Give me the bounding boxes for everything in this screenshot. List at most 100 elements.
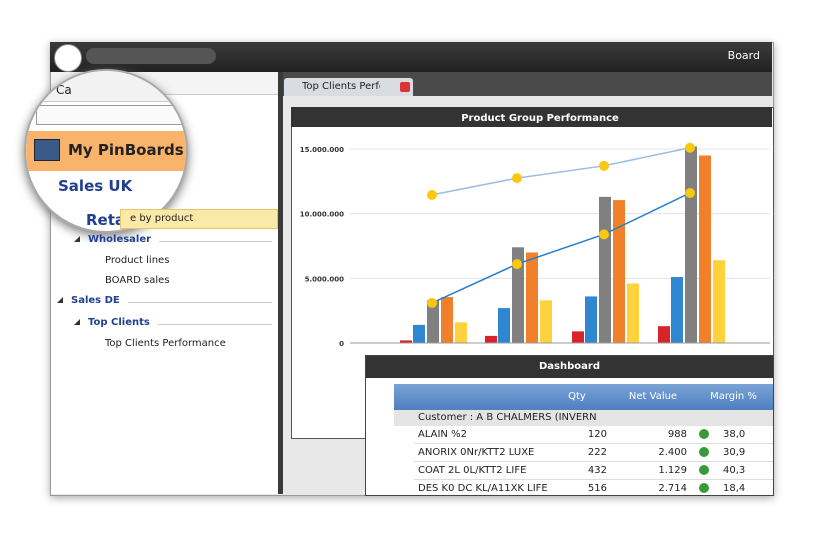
tree-item: Top Clients [88, 317, 150, 328]
table-cell: 222 [587, 447, 607, 458]
tree-item: Top Clients Performance [105, 338, 226, 349]
line-marker [599, 160, 609, 171]
toolbar[interactable] [86, 48, 216, 64]
table-cell: ANORIX 0Nr/KTT2 LUXE [418, 447, 535, 458]
y-tick-label: 0 [339, 340, 344, 348]
bar [585, 296, 597, 343]
bar [658, 326, 670, 343]
chart-header [291, 107, 772, 127]
table-header [394, 384, 773, 410]
y-tick-label: 15.000.000 [300, 146, 344, 154]
line [431, 192, 691, 304]
pinboards-icon [34, 139, 60, 161]
table-cell: 432 [587, 465, 607, 476]
status-dot [699, 447, 709, 457]
bar [685, 146, 697, 343]
column-header: Net Value [628, 391, 678, 402]
tree-separator [158, 324, 272, 325]
expander [74, 319, 80, 325]
tree-item: e by product [130, 213, 194, 224]
table-cell: 120 [587, 429, 607, 440]
window-title: Board [727, 49, 760, 62]
table-cell: 18,4 [723, 483, 746, 494]
selected-row [120, 209, 278, 229]
bar [441, 297, 453, 343]
table-cell: 40,3 [723, 465, 746, 476]
table-cell: 2.714 [658, 483, 687, 494]
bar [485, 335, 497, 343]
bar [427, 300, 439, 343]
column-header: Qty [568, 391, 586, 402]
tree-item: Wholesaler [88, 234, 152, 245]
table-cell: 1.129 [658, 465, 687, 476]
dashboard-title: Dashboard [539, 361, 600, 372]
bar [572, 331, 584, 343]
bar [699, 155, 711, 343]
y-tick-label: 10.000.000 [300, 211, 344, 219]
tree-separator [128, 302, 272, 303]
line-marker [427, 297, 437, 308]
expander [57, 297, 63, 303]
search-box[interactable] [36, 105, 186, 125]
bar [627, 283, 639, 343]
magnified-header [26, 71, 186, 102]
bar [671, 277, 683, 343]
bar [526, 252, 538, 343]
table-cell: 30,9 [723, 447, 746, 458]
tree-separator [159, 241, 272, 242]
tab-close[interactable] [400, 82, 410, 92]
bar [540, 300, 552, 343]
line-marker [512, 173, 522, 184]
chart-title: Product Group Performance [461, 113, 619, 124]
tree-item: Sales DE [71, 295, 120, 306]
table-cell: 2.400 [658, 447, 687, 458]
bar [455, 322, 467, 343]
line-marker [685, 142, 695, 153]
tab[interactable]: Top Clients Perfo [284, 78, 413, 96]
table-cell: 988 [667, 429, 687, 440]
table-cell: DES K0 DC KL/A11XK LIFE [418, 483, 548, 494]
bar [599, 196, 611, 343]
bar [498, 308, 510, 343]
title-bar: Board [50, 42, 772, 72]
bar [512, 247, 524, 343]
line-marker [685, 187, 695, 198]
tree-item: Sales UK [58, 177, 133, 195]
table-cell: COAT 2L 0L/KTT2 LIFE [418, 465, 527, 476]
tab-strip: Top Clients Perfo [283, 72, 772, 96]
table-cell: 516 [587, 483, 607, 494]
status-dot [699, 483, 709, 493]
bar [613, 200, 625, 343]
dashboard-header [366, 356, 773, 378]
dashboard-panel: Dashboard Qty Net Value Margin % Customer :… [365, 355, 774, 496]
line [431, 146, 691, 196]
status-dot [699, 429, 709, 439]
bar [713, 260, 725, 343]
tree-item: BOARD sales [105, 275, 170, 286]
table-row [414, 426, 773, 444]
bar [413, 324, 425, 343]
table-cell: ALAIN %2 [418, 429, 467, 440]
pinboards-label: My PinBoards [68, 141, 184, 159]
magnifier: Ca My PinBoards Sales UK Retail [24, 69, 188, 233]
tree-item: Product lines [105, 255, 170, 266]
line-marker [599, 229, 609, 240]
line-marker [427, 189, 437, 200]
tab-label: Top Clients Perfo [302, 81, 380, 92]
pinboards-bar[interactable]: My PinBoards [26, 131, 186, 171]
group-row [394, 410, 773, 426]
line-marker [512, 259, 522, 270]
table-cell: 38,0 [723, 429, 746, 440]
expander [74, 236, 80, 242]
group-label: Customer : A B CHALMERS (INVERN [418, 412, 597, 423]
y-tick-label: 5.000.000 [305, 275, 345, 283]
status-dot [699, 465, 709, 475]
splitter [278, 72, 283, 494]
table-row [414, 444, 773, 462]
column-header: Margin % [710, 391, 757, 402]
bar [400, 340, 412, 343]
table-row [414, 462, 773, 480]
sidebar-header-label: Ca [56, 83, 72, 97]
